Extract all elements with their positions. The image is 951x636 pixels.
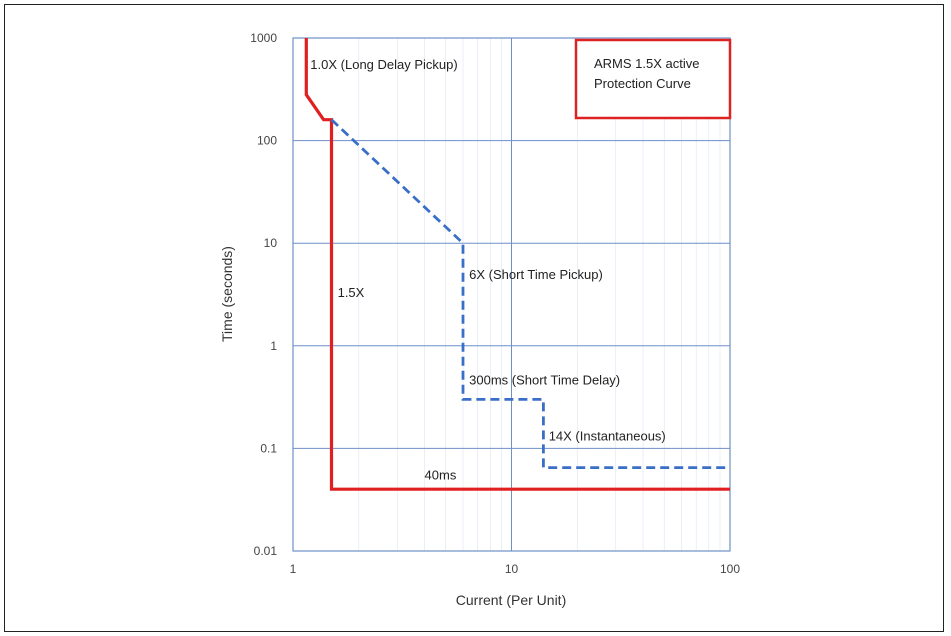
figure-frame <box>4 4 944 632</box>
annotations: 1.0X (Long Delay Pickup) 1.5X 6X (Short Ti… <box>310 57 665 482</box>
annotation-label: 300ms (Short Time Delay) <box>469 372 620 387</box>
annotation-label: 40ms <box>425 467 457 482</box>
dashed-trip-curve <box>330 118 730 470</box>
annotation-label: 14X (Instantaneous) <box>549 428 666 443</box>
y-tick-label: 0.1 <box>260 441 277 455</box>
x-tick-label: 10 <box>505 562 519 576</box>
y-tick-label: 1 <box>270 339 277 353</box>
x-tick-label: 1 <box>290 562 297 576</box>
legend-box <box>574 38 732 120</box>
x-axis-label: Current (Per Unit) <box>456 592 566 608</box>
y-tick-label: 100 <box>257 134 277 148</box>
series-layer <box>304 38 730 491</box>
y-tick-label: 0.01 <box>254 544 278 558</box>
x-tick-label: 100 <box>720 562 740 576</box>
y-tick-label: 10 <box>264 236 278 250</box>
plot-area <box>292 37 731 552</box>
annotation-label: 1.5X <box>338 285 365 300</box>
annotation-label: 1.0X (Long Delay Pickup) <box>310 57 457 72</box>
annotation-label: 6X (Short Time Pickup) <box>469 267 603 282</box>
legend: ARMS 1.5X active Protection Curve <box>574 38 732 120</box>
legend-line-1: ARMS 1.5X active <box>594 56 700 71</box>
tick-labels: 1 10 100 1000 100 10 1 0.1 0.01 <box>250 31 740 576</box>
y-axis-label: Time (seconds) <box>219 246 235 342</box>
legend-line-2: Protection Curve <box>594 76 691 91</box>
y-tick-label: 1000 <box>250 31 277 45</box>
arms-protection-curve <box>304 38 730 491</box>
